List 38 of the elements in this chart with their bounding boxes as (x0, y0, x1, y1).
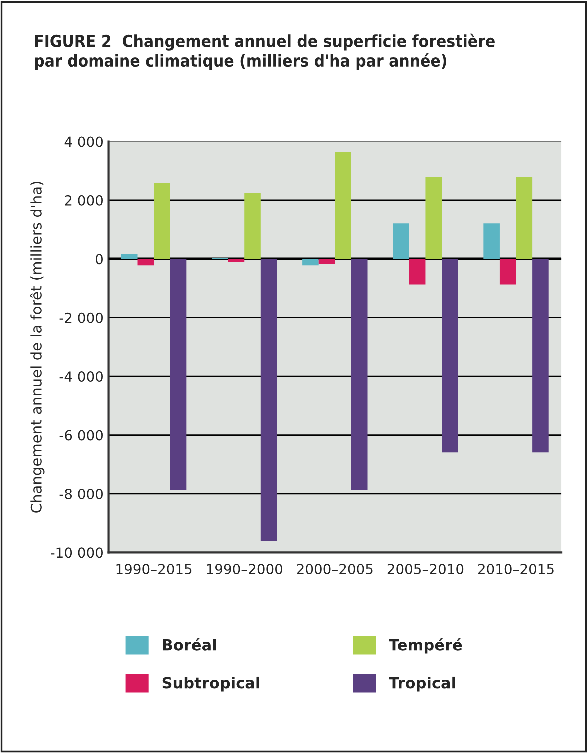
y-tick-label: 2 000 (65, 195, 103, 206)
y-tick-label: -4 000 (60, 372, 103, 382)
legend-label: Subtropical (162, 676, 260, 692)
y-tick-label: -8 000 (60, 488, 103, 500)
bar (170, 259, 187, 490)
bar (335, 152, 352, 260)
bar (484, 224, 500, 260)
y-axis-title: Changement annuel de la forêt (milliers d'ha) (30, 182, 45, 513)
bar (500, 259, 516, 285)
bar (260, 259, 278, 542)
bar (228, 259, 245, 262)
bar (154, 183, 170, 260)
x-tick-label: 1990–2000 (207, 564, 283, 575)
chart-title: FIGURE 2 Changement annuel de superficie forestière par domaine climatique (milliers d'ha par année) (35, 34, 495, 70)
legend-label: Tempéré (389, 638, 462, 654)
bar (532, 259, 549, 453)
x-tick-label: 2000–2005 (297, 564, 373, 575)
x-tick-label: 2010–2015 (478, 564, 554, 575)
bar (302, 259, 319, 266)
legend-label: Tropical (389, 676, 456, 692)
y-tick-label: 4 000 (64, 136, 103, 148)
bar (516, 178, 533, 260)
bar (138, 259, 154, 266)
x-tick-label: 2005–2010 (388, 564, 464, 575)
y-tick-label: -6 000 (60, 430, 103, 441)
bar (426, 178, 442, 260)
bar (393, 224, 410, 260)
bar (409, 259, 426, 285)
bar (318, 259, 336, 264)
bar (244, 193, 261, 260)
bar (121, 254, 138, 260)
x-tick-label: 1990–2015 (116, 564, 192, 575)
y-tick-label: 0 (96, 254, 103, 265)
y-tick-label: -2 000 (60, 312, 103, 324)
bar (351, 259, 368, 490)
legend-label: Boréal (163, 638, 216, 651)
y-tick-label: -10 000 (50, 548, 103, 558)
bar (442, 259, 458, 453)
